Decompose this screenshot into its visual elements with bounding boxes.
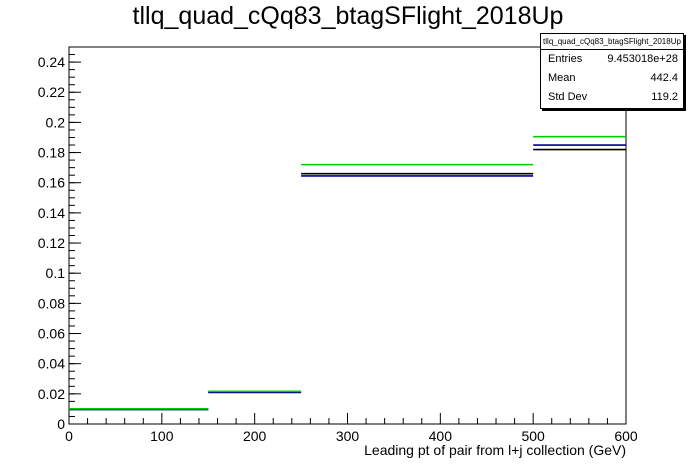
y-tick-label: 0.22 <box>38 84 65 100</box>
stats-label: Mean <box>548 72 576 84</box>
stats-value: 9.453018e+28 <box>607 53 678 65</box>
y-tick-label: 0 <box>57 416 65 432</box>
x-tick-label: 500 <box>521 428 545 444</box>
y-tick-label: 0.18 <box>38 145 65 161</box>
y-tick-label: 0.1 <box>46 265 66 281</box>
stats-label: Std Dev <box>548 91 588 103</box>
stats-box: tllq_quad_cQq83_btagSFlight_2018Up Entri… <box>540 33 684 109</box>
y-tick-label: 0.06 <box>38 326 65 342</box>
x-tick-label: 100 <box>150 428 174 444</box>
y-tick-label: 0.2 <box>46 114 66 130</box>
x-tick-label: 600 <box>614 428 638 444</box>
stats-row-entries: Entries 9.453018e+28 <box>541 50 683 69</box>
stats-row-stddev: Std Dev 119.2 <box>541 88 683 107</box>
y-tick-label: 0.08 <box>38 295 65 311</box>
stats-row-mean: Mean 442.4 <box>541 69 683 88</box>
x-axis: 0 100 200 300 400 500 600 <box>65 413 638 444</box>
x-tick-label: 200 <box>243 428 267 444</box>
y-tick-label: 0.04 <box>38 356 65 372</box>
stats-label: Entries <box>548 53 583 65</box>
histogram-series <box>69 135 626 411</box>
chart-title: tllq_quad_cQq83_btagSFlight_2018Up <box>132 2 564 30</box>
x-tick-label: 0 <box>65 428 73 444</box>
y-tick-label: 0.02 <box>38 386 65 402</box>
y-tick-label: 0.24 <box>38 54 65 70</box>
y-axis: 0 0.02 0.04 0.06 0.08 0.1 0.12 0.14 0.16 0.18 0.2 0… <box>38 54 81 432</box>
stats-value: 442.4 <box>650 72 678 84</box>
y-tick-label: 0.12 <box>38 235 65 251</box>
stats-box-title: tllq_quad_cQq83_btagSFlight_2018Up <box>541 34 683 50</box>
x-tick-label: 400 <box>429 428 453 444</box>
y-tick-label: 0.14 <box>38 205 65 221</box>
y-tick-label: 0.16 <box>38 175 65 191</box>
stats-value: 119.2 <box>651 91 678 103</box>
x-tick-label: 300 <box>336 428 360 444</box>
x-axis-label: Leading pt of pair from l+j collection (… <box>364 442 626 458</box>
